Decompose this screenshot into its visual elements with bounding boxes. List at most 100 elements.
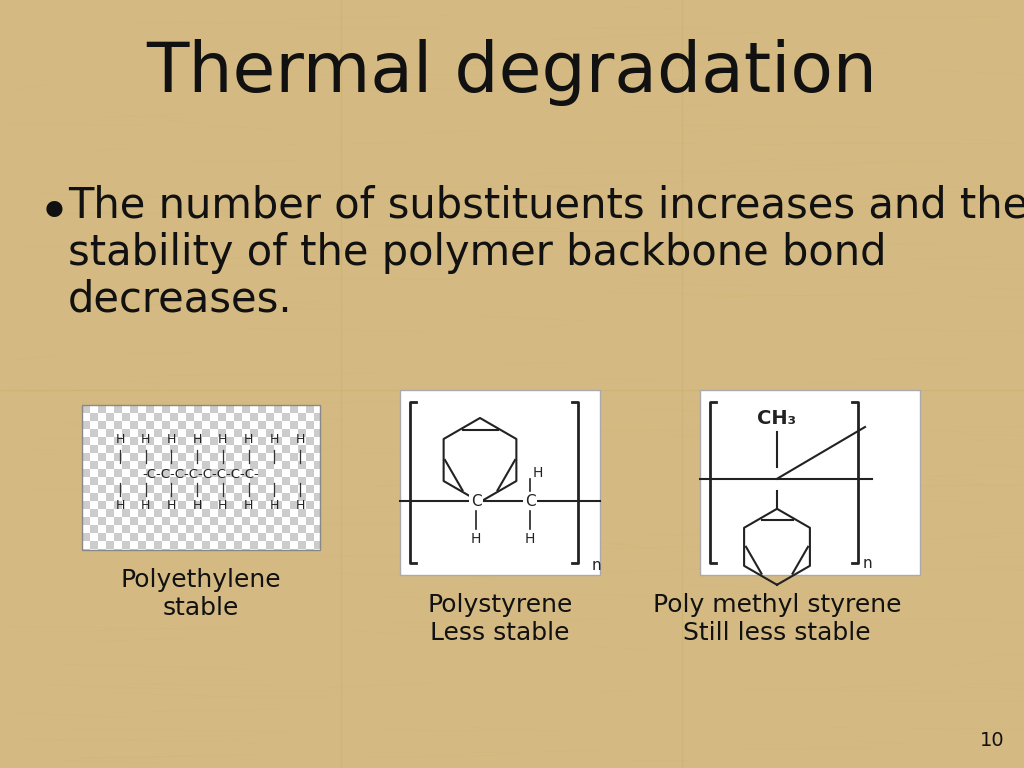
Bar — [146, 485, 154, 493]
Bar — [186, 461, 194, 469]
Bar — [146, 421, 154, 429]
Bar — [258, 501, 266, 509]
Bar — [130, 469, 138, 477]
Bar — [170, 437, 178, 445]
Bar — [282, 437, 290, 445]
Bar — [298, 453, 306, 461]
Text: -C-C-C-C-C-C-C-C-: -C-C-C-C-C-C-C-C- — [142, 468, 259, 481]
Bar — [170, 469, 178, 477]
Bar — [234, 517, 242, 525]
Bar — [226, 493, 234, 501]
Bar — [274, 477, 282, 485]
Bar — [290, 405, 298, 413]
Bar — [290, 501, 298, 509]
Bar — [226, 437, 234, 445]
Bar — [194, 517, 202, 525]
Bar — [82, 445, 90, 453]
Bar — [82, 405, 319, 550]
Bar — [154, 517, 162, 525]
Bar — [306, 525, 314, 533]
Bar — [98, 509, 106, 517]
Bar — [186, 541, 194, 549]
Bar — [106, 517, 114, 525]
Bar — [178, 413, 186, 421]
Text: H: H — [244, 433, 253, 446]
Bar — [298, 525, 306, 533]
Bar — [186, 437, 194, 445]
Bar — [146, 469, 154, 477]
Bar — [266, 429, 274, 437]
Bar — [266, 533, 274, 541]
Bar — [162, 517, 170, 525]
Bar — [242, 509, 250, 517]
Bar — [258, 445, 266, 453]
Bar — [218, 461, 226, 469]
Bar — [274, 469, 282, 477]
Bar — [178, 469, 186, 477]
Bar — [90, 541, 98, 549]
Bar — [266, 413, 274, 421]
Bar — [162, 405, 170, 413]
Bar — [314, 413, 319, 421]
Bar — [218, 549, 226, 550]
Bar — [114, 501, 122, 509]
Bar — [106, 493, 114, 501]
Bar — [122, 477, 130, 485]
Bar — [178, 453, 186, 461]
Bar — [266, 493, 274, 501]
Text: stability of the polymer backbone bond: stability of the polymer backbone bond — [68, 232, 887, 274]
Bar — [242, 437, 250, 445]
Bar — [290, 461, 298, 469]
Bar — [314, 509, 319, 517]
Bar — [202, 501, 210, 509]
Bar — [234, 445, 242, 453]
Bar — [106, 413, 114, 421]
Bar — [218, 517, 226, 525]
Bar — [274, 437, 282, 445]
Bar — [210, 477, 218, 485]
Bar — [98, 469, 106, 477]
Bar — [210, 405, 218, 413]
Bar — [266, 461, 274, 469]
Bar — [234, 405, 242, 413]
Bar — [106, 549, 114, 550]
Bar — [242, 485, 250, 493]
Text: H: H — [244, 499, 253, 512]
Bar — [202, 533, 210, 541]
Bar — [194, 509, 202, 517]
Bar — [106, 469, 114, 477]
Bar — [98, 437, 106, 445]
Bar — [258, 549, 266, 550]
Bar — [82, 493, 90, 501]
Bar — [282, 509, 290, 517]
Bar — [250, 453, 258, 461]
Bar — [282, 469, 290, 477]
Bar — [154, 461, 162, 469]
Bar — [114, 437, 122, 445]
Text: H: H — [141, 499, 151, 512]
Bar — [154, 469, 162, 477]
Bar — [90, 461, 98, 469]
Bar — [138, 429, 146, 437]
Bar — [218, 405, 226, 413]
Bar — [114, 469, 122, 477]
Bar — [130, 525, 138, 533]
Bar — [154, 493, 162, 501]
Bar — [298, 421, 306, 429]
Bar — [250, 509, 258, 517]
Bar — [146, 429, 154, 437]
Bar — [202, 477, 210, 485]
Bar — [314, 525, 319, 533]
Bar — [130, 477, 138, 485]
Bar — [130, 421, 138, 429]
Bar — [114, 533, 122, 541]
Bar — [146, 437, 154, 445]
Bar — [258, 493, 266, 501]
Bar — [138, 405, 146, 413]
Bar — [122, 541, 130, 549]
Bar — [106, 525, 114, 533]
Bar — [234, 533, 242, 541]
Bar — [178, 429, 186, 437]
Bar — [170, 405, 178, 413]
Bar — [258, 541, 266, 549]
